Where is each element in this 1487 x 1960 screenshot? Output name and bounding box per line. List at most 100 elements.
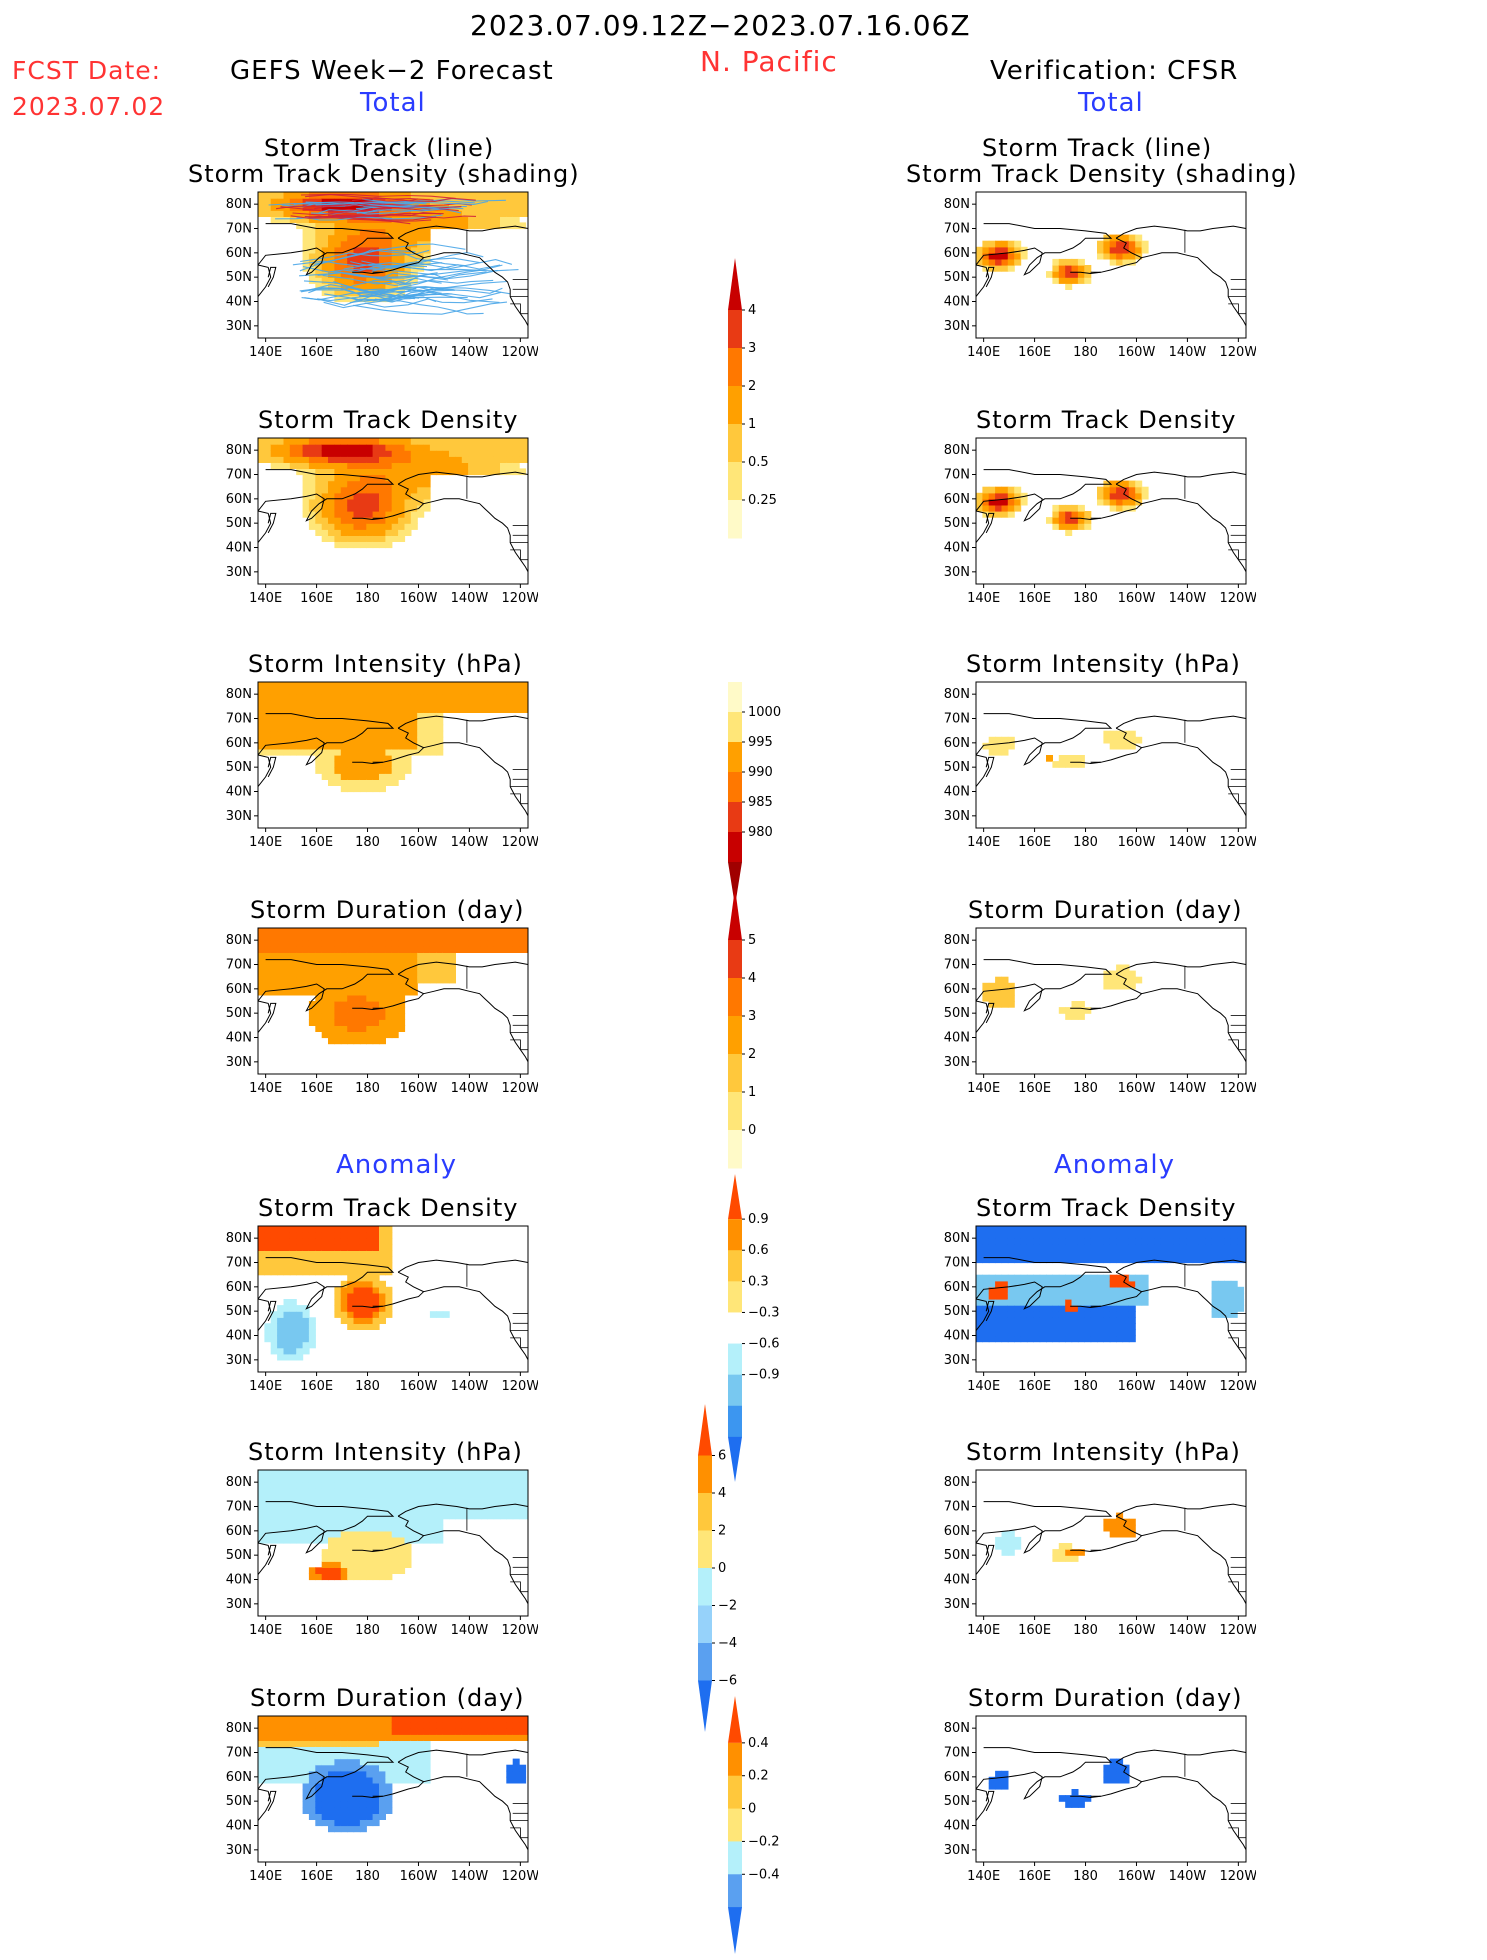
grid-cell xyxy=(449,1488,456,1495)
grid-cell xyxy=(277,1746,285,1754)
grid-cell xyxy=(340,504,348,512)
grid-cell xyxy=(442,462,450,469)
grid-cell xyxy=(283,1353,291,1361)
grid-cell xyxy=(1084,1317,1092,1324)
grid-cell xyxy=(302,1238,310,1245)
grid-cell xyxy=(417,456,425,463)
grid-cell xyxy=(1135,1226,1143,1233)
grid-cell xyxy=(1001,736,1009,744)
grid-cell xyxy=(270,958,278,966)
grid-cell xyxy=(1116,1530,1124,1538)
grid-cell xyxy=(385,535,393,542)
grid-cell xyxy=(379,700,386,707)
grid-cell xyxy=(372,748,380,756)
grid-cell xyxy=(512,216,520,223)
grid-cell xyxy=(404,952,412,959)
grid-cell xyxy=(1230,1286,1238,1294)
grid-cell xyxy=(525,1494,528,1501)
grid-cell xyxy=(1001,1250,1009,1257)
coastline xyxy=(1070,1007,1101,1011)
grid-cell xyxy=(519,946,527,953)
grid-cell xyxy=(1020,1299,1028,1306)
grid-cell xyxy=(429,946,437,953)
grid-cell xyxy=(1109,258,1117,266)
grid-cell xyxy=(353,1031,361,1039)
grid-cell xyxy=(385,456,393,463)
grid-cell xyxy=(1077,1280,1085,1288)
grid-cell xyxy=(315,438,323,445)
grid-cell xyxy=(308,1250,316,1257)
grid-cell xyxy=(328,1226,335,1233)
grid-cell xyxy=(487,1482,495,1489)
coastline xyxy=(352,271,383,275)
grid-cell xyxy=(493,450,501,457)
storm-track xyxy=(305,215,432,222)
lat-tick-label: 70N xyxy=(226,1500,252,1515)
grid-cell xyxy=(385,1524,393,1532)
grid-cell xyxy=(334,1226,342,1233)
grid-cell xyxy=(289,1305,297,1312)
grid-cell xyxy=(359,456,367,463)
grid-cell xyxy=(417,1524,425,1532)
grid-cell xyxy=(315,1536,323,1544)
grid-cell xyxy=(366,682,374,689)
grid-cell xyxy=(1122,742,1130,750)
grid-cell xyxy=(379,1500,386,1508)
grid-cell xyxy=(372,192,380,199)
grid-cell xyxy=(264,724,272,732)
grid-cell xyxy=(270,1323,278,1330)
grid-cell xyxy=(512,1470,520,1477)
grid-cell xyxy=(398,222,406,230)
grid-cell xyxy=(1071,258,1079,266)
grid-cell xyxy=(442,222,450,230)
grid-cell xyxy=(328,1543,335,1550)
grid-cell xyxy=(328,724,335,732)
grid-cell xyxy=(289,1488,297,1495)
grid-cell xyxy=(347,492,355,500)
grid-cell xyxy=(398,1019,406,1026)
grid-cell xyxy=(264,706,272,713)
grid-cell xyxy=(417,934,425,941)
grid-cell xyxy=(988,1311,996,1318)
grid-cell xyxy=(455,1716,463,1723)
grid-cell xyxy=(1154,1256,1162,1264)
grid-cell xyxy=(391,1561,399,1568)
grid-cell xyxy=(277,712,285,720)
grid-cell xyxy=(525,940,528,947)
grid-cell xyxy=(1109,1274,1117,1282)
grid-cell xyxy=(1033,1256,1041,1264)
grid-cell xyxy=(1046,1329,1053,1337)
map-frame xyxy=(975,437,1247,585)
grid-cell xyxy=(506,198,514,205)
grid-cell xyxy=(315,730,323,738)
coastline xyxy=(423,988,528,1063)
grid-cell xyxy=(289,952,297,959)
grid-cell xyxy=(302,730,310,738)
grid-cell xyxy=(340,1722,348,1729)
coastline xyxy=(267,512,277,534)
grid-cell xyxy=(391,462,399,469)
grid-cell xyxy=(404,1728,412,1735)
grid-cell xyxy=(353,1801,361,1808)
map-body xyxy=(976,438,1246,584)
grid-cell xyxy=(270,946,278,953)
grid-cell xyxy=(321,517,329,524)
grid-cell xyxy=(982,742,990,750)
grid-cell xyxy=(296,964,304,972)
grid-cell xyxy=(468,438,476,445)
grid-cell xyxy=(277,700,285,707)
grid-cell xyxy=(1065,755,1073,762)
grid-cell xyxy=(1116,1250,1124,1257)
grid-cell xyxy=(1020,1238,1028,1245)
grid-cell xyxy=(474,1482,482,1489)
coastline xyxy=(397,1749,528,1763)
grid-cell xyxy=(340,204,348,211)
grid-cell xyxy=(1065,517,1073,524)
grid-cell xyxy=(302,940,310,947)
grid-cell xyxy=(258,1740,265,1747)
grid-cell xyxy=(359,682,367,689)
grid-cell xyxy=(385,940,393,947)
grid-cell xyxy=(436,1506,444,1514)
grid-cell xyxy=(347,964,355,972)
grid-cell xyxy=(334,456,342,463)
